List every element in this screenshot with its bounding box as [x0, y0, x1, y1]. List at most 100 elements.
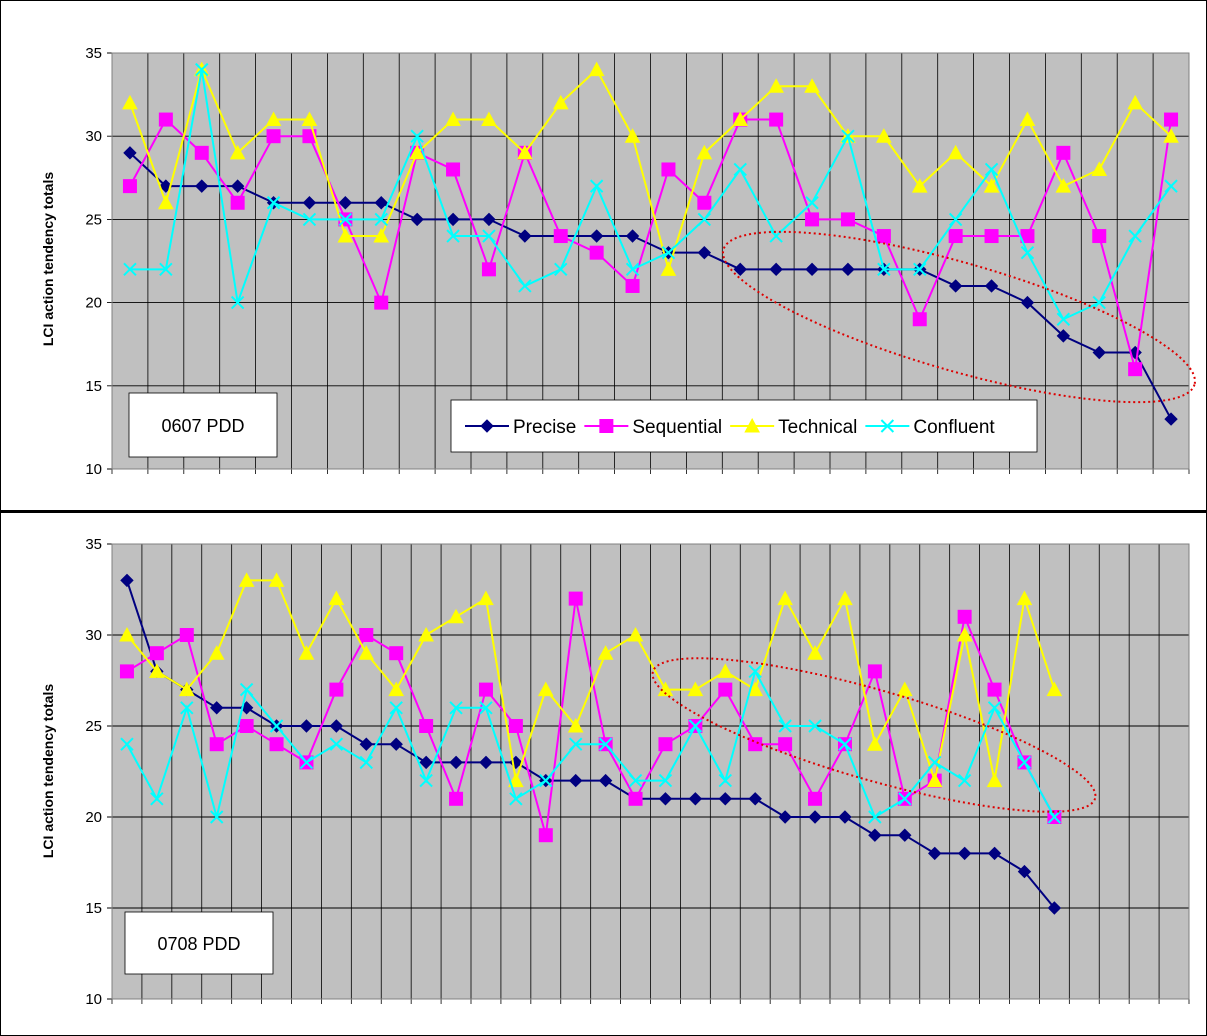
- data-point-technical: [508, 772, 524, 788]
- series-technical: [119, 572, 1063, 788]
- data-point-technical: [876, 128, 892, 143]
- data-point-technical: [1019, 111, 1036, 127]
- data-point-sequential: [912, 312, 927, 327]
- data-point-technical: [567, 717, 584, 733]
- data-point-technical: [158, 194, 174, 210]
- data-point-sequential: [778, 737, 793, 752]
- data-point-sequential: [194, 145, 209, 160]
- data-point-precise: [230, 179, 245, 193]
- data-point-confluent: [1164, 179, 1178, 193]
- data-point-sequential: [1092, 229, 1107, 244]
- data-point-confluent: [329, 737, 344, 751]
- data-point-sequential: [389, 646, 404, 661]
- data-point-precise: [1047, 901, 1062, 915]
- data-point-technical: [867, 736, 883, 751]
- data-point-technical: [804, 78, 820, 93]
- data-point-sequential: [1164, 112, 1179, 127]
- data-point-precise: [302, 196, 317, 210]
- data-point-confluent: [302, 212, 317, 227]
- chart-label-text: 0607 PDD: [161, 416, 244, 436]
- y-tick-label: 35: [85, 45, 102, 62]
- data-point-sequential: [266, 129, 281, 144]
- data-point-sequential: [840, 212, 855, 227]
- y-tick-label: 25: [85, 211, 102, 228]
- data-point-technical: [238, 572, 255, 587]
- data-point-confluent: [1092, 295, 1106, 310]
- data-point-technical: [388, 681, 405, 697]
- data-point-technical: [122, 94, 138, 110]
- data-point-precise: [449, 755, 463, 770]
- data-point-technical: [926, 772, 943, 788]
- data-point-confluent: [266, 196, 281, 210]
- y-tick-label: 35: [85, 536, 102, 553]
- data-point-precise: [299, 719, 314, 733]
- data-point-technical: [777, 590, 793, 606]
- data-point-sequential: [948, 229, 963, 244]
- y-tick-label: 10: [85, 991, 102, 1008]
- data-point-precise: [1017, 864, 1032, 879]
- data-point-technical: [1163, 128, 1179, 143]
- data-point-confluent: [359, 755, 373, 770]
- data-point-sequential: [449, 791, 464, 806]
- data-point-sequential: [805, 212, 820, 227]
- highlight-ellipse: [722, 230, 1196, 404]
- data-point-technical: [517, 144, 533, 160]
- data-point-confluent: [123, 262, 137, 277]
- data-point-technical: [660, 261, 677, 276]
- data-point-confluent: [688, 719, 703, 733]
- data-point-confluent: [389, 701, 403, 715]
- data-point-confluent: [778, 719, 792, 733]
- data-point-precise: [598, 773, 613, 788]
- data-point-sequential: [239, 719, 254, 733]
- data-point-confluent: [1017, 755, 1032, 770]
- data-point-precise: [868, 828, 882, 842]
- data-point-confluent: [159, 262, 173, 277]
- series-confluent: [123, 62, 1178, 326]
- data-point-sequential: [481, 262, 496, 277]
- chart-panel-0708: 10 15 20 25 30 35 LCI action tendency totals 07…: [0, 511, 1207, 1036]
- data-point-confluent: [482, 229, 496, 243]
- data-point-precise: [120, 573, 134, 588]
- data-point-technical: [298, 645, 315, 660]
- data-point-sequential: [628, 791, 643, 806]
- data-point-sequential: [553, 229, 568, 244]
- data-point-sequential: [419, 719, 434, 733]
- data-point-technical: [896, 681, 913, 697]
- data-point-precise: [410, 212, 424, 227]
- legend-label-technical: Technical: [778, 417, 857, 438]
- data-point-confluent: [1020, 245, 1035, 260]
- data-point-precise: [359, 737, 373, 751]
- data-point-technical: [947, 144, 964, 160]
- data-point-confluent: [589, 179, 604, 193]
- data-point-sequential: [769, 112, 784, 127]
- data-point-technical: [445, 111, 461, 127]
- legend-marker-technical: [744, 417, 760, 433]
- data-point-precise: [1020, 295, 1035, 310]
- data-point-sequential: [1056, 145, 1071, 160]
- data-point-precise: [1092, 345, 1106, 360]
- data-point-technical: [597, 645, 614, 660]
- data-point-sequential: [230, 195, 245, 210]
- data-point-confluent: [877, 262, 891, 277]
- data-point-precise: [518, 229, 532, 243]
- data-point-sequential: [876, 229, 891, 244]
- data-point-precise: [658, 792, 673, 806]
- data-point-technical: [717, 663, 734, 678]
- data-point-confluent: [419, 773, 433, 788]
- chart-label-box: [124, 911, 274, 975]
- data-point-precise: [805, 262, 819, 277]
- data-point-sequential: [984, 229, 999, 244]
- data-point-confluent: [868, 810, 882, 824]
- data-point-confluent: [150, 792, 164, 806]
- data-point-technical: [986, 772, 1003, 788]
- data-point-precise: [210, 701, 224, 715]
- data-point-technical: [956, 626, 973, 642]
- data-point-technical: [229, 144, 246, 160]
- data-point-technical: [448, 608, 464, 624]
- legend-label-sequential: Sequential: [632, 417, 722, 438]
- legend-label-precise: Precise: [513, 417, 576, 438]
- data-point-sequential: [718, 682, 733, 697]
- data-point-confluent: [299, 755, 314, 770]
- y-tick-label: 30: [85, 627, 102, 644]
- data-point-technical: [478, 590, 494, 606]
